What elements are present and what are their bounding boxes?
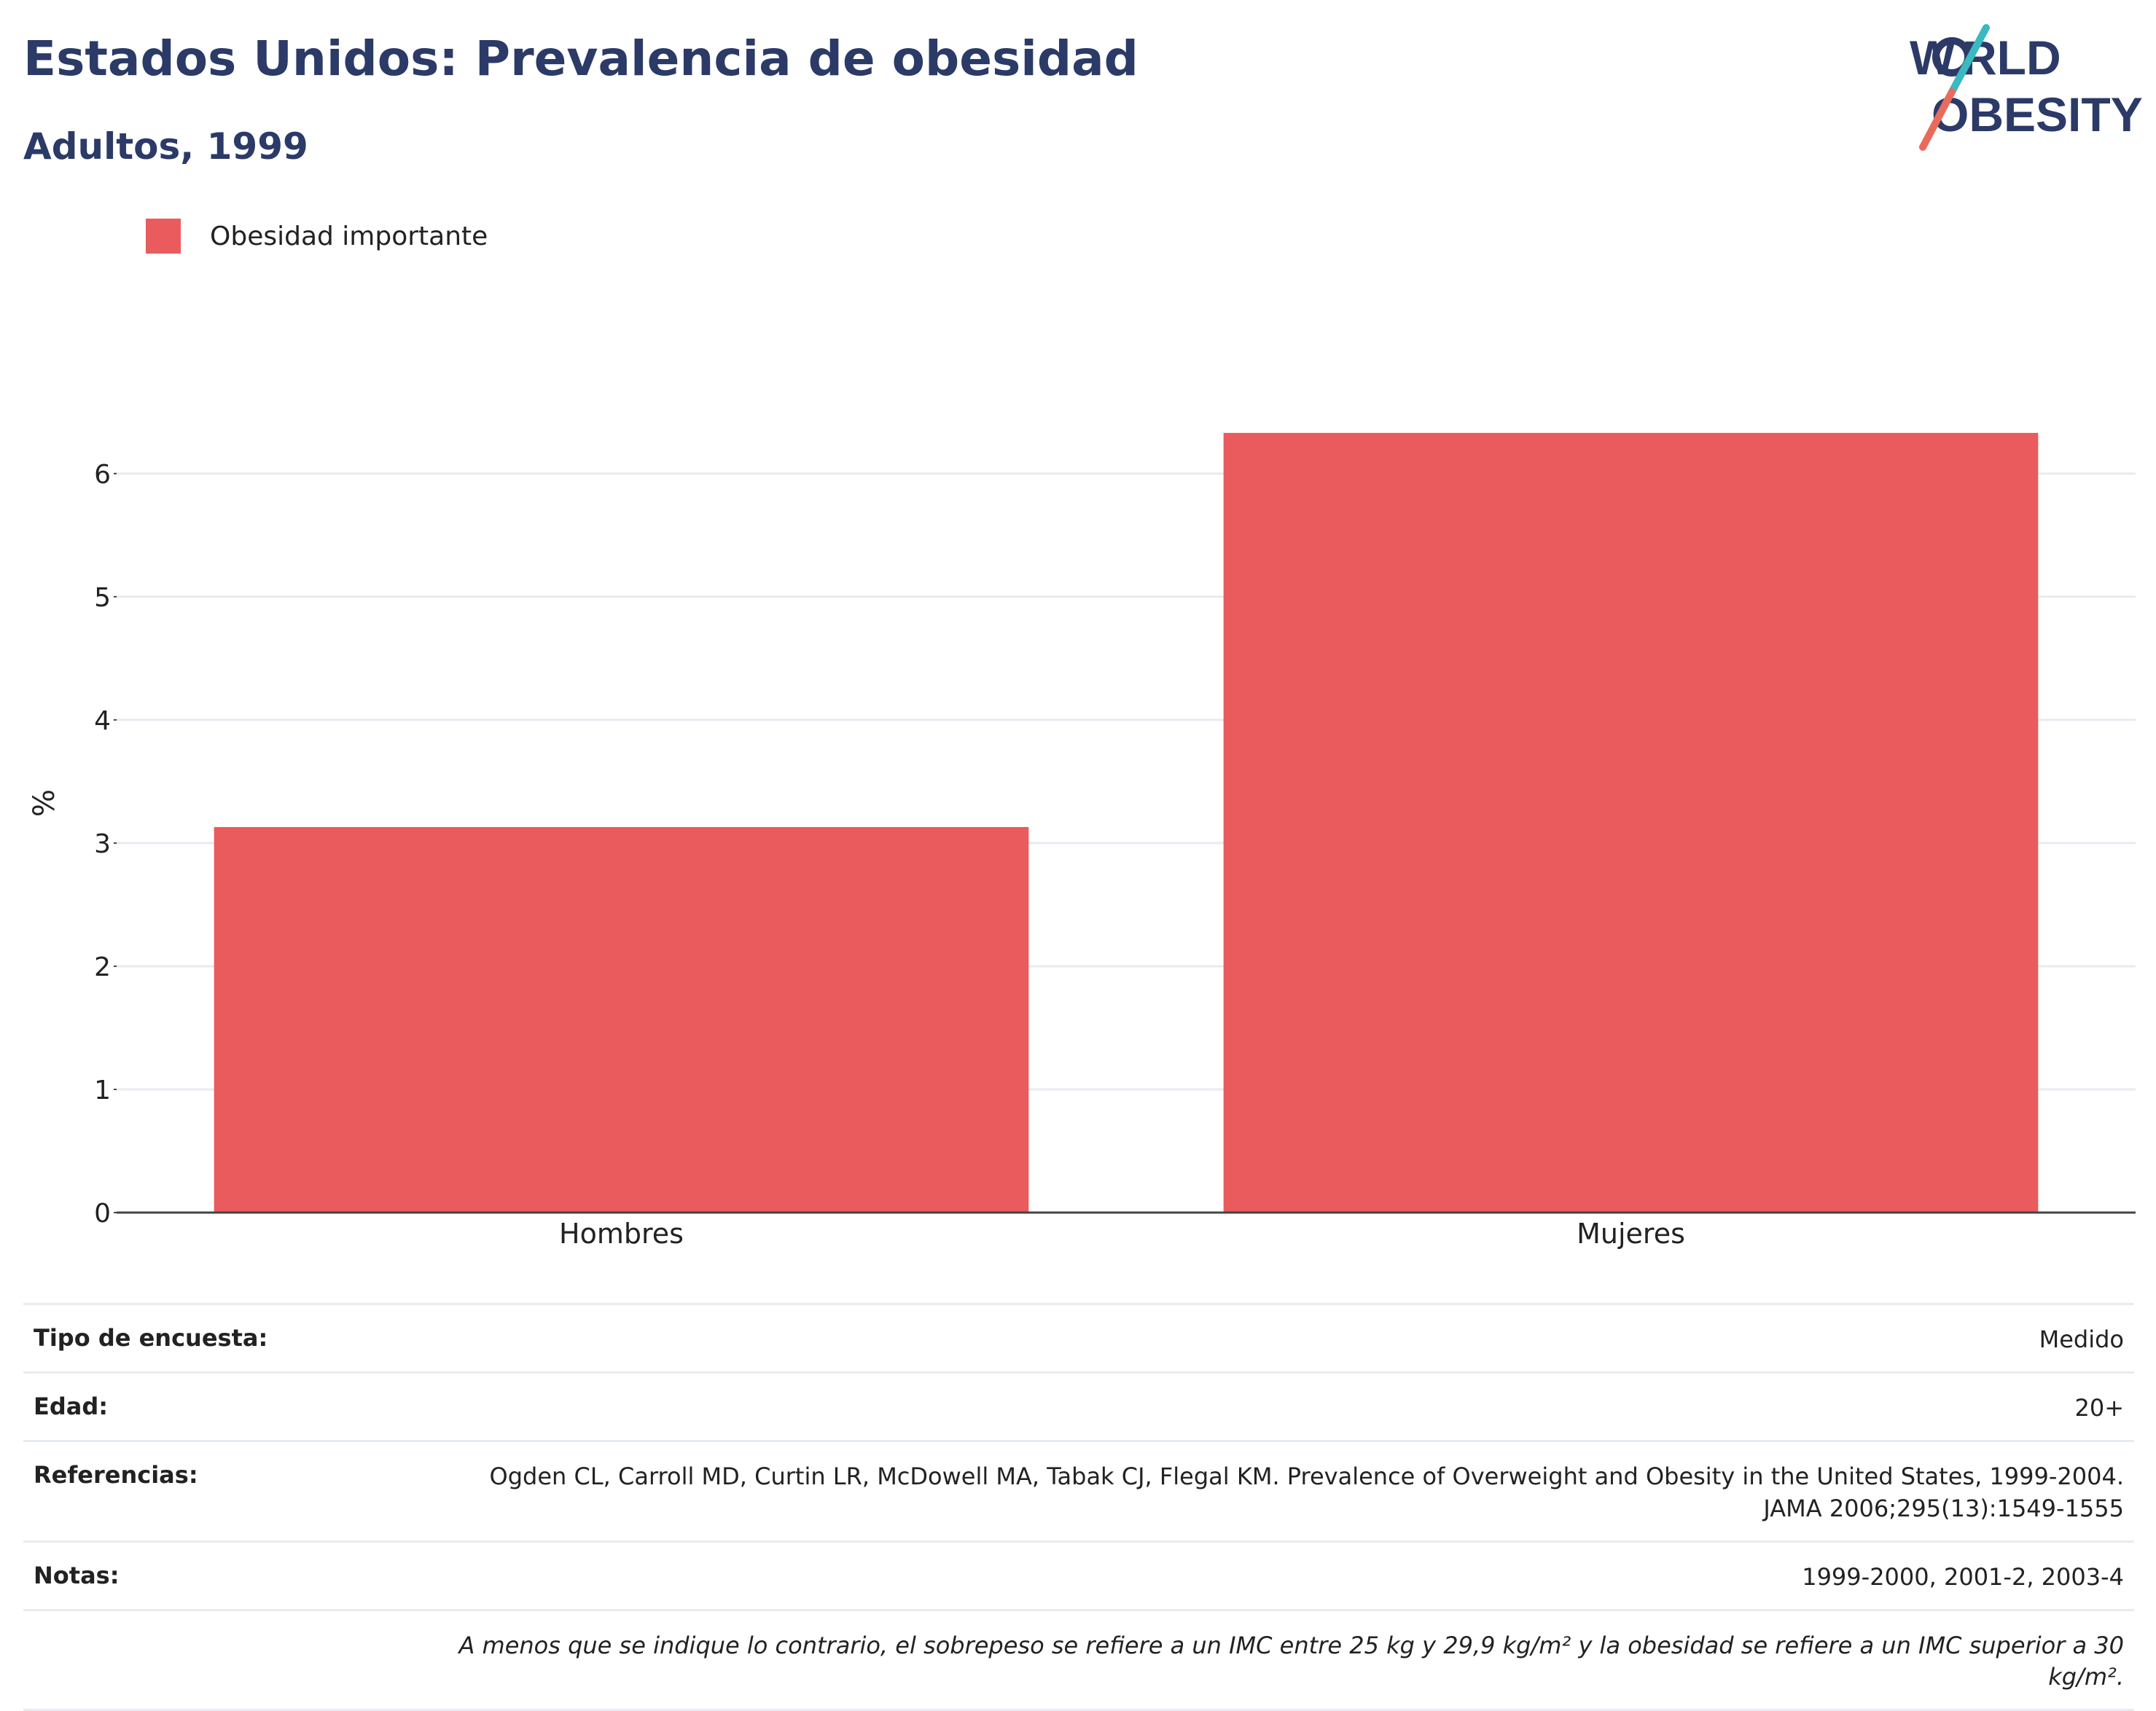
y-tick-label: 3 <box>94 829 111 859</box>
meta-label: Edad: <box>34 1393 109 1421</box>
world-obesity-logo: W RLD OBESITY <box>1910 24 2143 151</box>
x-tick-label: Hombres <box>559 1218 684 1250</box>
legend-swatch <box>146 219 181 254</box>
page-title: Estados Unidos: Prevalencia de obesidad <box>23 31 1138 87</box>
meta-row-notes: Notas: 1999-2000, 2001-2, 2003-4 <box>23 1540 2134 1609</box>
meta-label: Referencias: <box>34 1461 198 1489</box>
meta-row-footnote: A menos que se indique lo contrario, el … <box>23 1608 2134 1711</box>
y-tick-label: 2 <box>94 952 111 982</box>
bar-hombres <box>214 826 1029 1213</box>
meta-row-age: Edad: 20+ <box>23 1371 2134 1440</box>
meta-footnote: A menos que se indique lo contrario, el … <box>458 1631 2124 1691</box>
legend-label: Obesidad importante <box>210 221 488 251</box>
svg-text:OBESITY: OBESITY <box>1932 87 2143 141</box>
meta-label: Notas: <box>34 1561 120 1589</box>
y-tick-label: 6 <box>94 460 111 490</box>
meta-value: Ogden CL, Carroll MD, Curtin LR, McDowel… <box>489 1463 2124 1522</box>
meta-value: Medido <box>2039 1326 2124 1353</box>
x-tick-label: Mujeres <box>1577 1218 1685 1250</box>
y-tick-label: 0 <box>94 1199 111 1229</box>
chart-legend: Obesidad importante <box>146 219 488 254</box>
metadata-table: Tipo de encuesta: Medido Edad: 20+ Refer… <box>23 1303 2134 1711</box>
bar-chart: 0 1 2 3 4 5 6 Hombres Mujeres% <box>28 433 2136 1250</box>
page-subtitle: Adultos, 1999 <box>23 125 308 168</box>
meta-value: 1999-2000, 2001-2, 2003-4 <box>1802 1562 2124 1591</box>
y-tick-label: 4 <box>94 706 111 736</box>
y-tick-label: 5 <box>94 583 111 613</box>
bar-mujeres <box>1223 433 2039 1213</box>
y-axis-label: % <box>28 789 61 817</box>
meta-value: 20+ <box>2074 1394 2124 1422</box>
meta-row-survey-type: Tipo de encuesta: Medido <box>23 1303 2134 1371</box>
meta-row-references: Referencias: Ogden CL, Carroll MD, Curti… <box>23 1440 2134 1540</box>
y-tick-label: 1 <box>94 1076 111 1105</box>
meta-label: Tipo de encuesta: <box>34 1324 268 1352</box>
